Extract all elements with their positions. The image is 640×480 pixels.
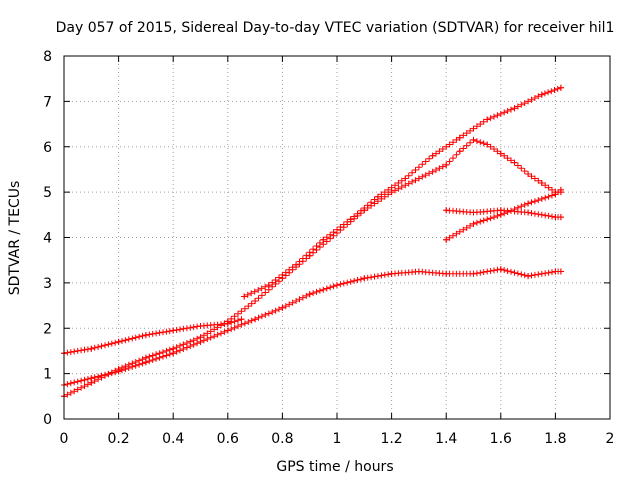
data-point xyxy=(525,273,532,280)
data-point xyxy=(429,152,436,159)
data-point xyxy=(443,161,450,168)
x-tick-label: 0.4 xyxy=(162,431,184,447)
data-point xyxy=(252,298,259,304)
data-point xyxy=(484,116,491,123)
data-point xyxy=(456,148,463,155)
data-point xyxy=(443,270,450,277)
x-tick-label: 0.6 xyxy=(217,431,239,447)
data-point xyxy=(142,359,149,366)
data-point xyxy=(241,293,248,300)
data-point xyxy=(470,220,477,227)
data-point xyxy=(115,368,122,375)
data-point xyxy=(142,332,149,339)
x-tick-label: 0 xyxy=(60,431,69,447)
data-point xyxy=(347,216,354,223)
data-point xyxy=(443,207,450,214)
series-track-f xyxy=(443,186,564,243)
data-point xyxy=(170,327,177,334)
y-tick-label: 0 xyxy=(43,412,52,428)
data-point xyxy=(525,200,532,207)
data-point xyxy=(525,171,532,177)
data-point xyxy=(115,338,122,345)
data-point xyxy=(497,150,504,157)
data-point xyxy=(265,282,272,289)
data-point xyxy=(552,191,559,198)
data-point xyxy=(557,214,564,221)
data-point xyxy=(238,316,245,323)
data-point xyxy=(552,214,559,221)
data-point xyxy=(224,320,231,327)
data-point xyxy=(402,175,409,182)
data-point xyxy=(456,134,463,141)
y-tick-label: 3 xyxy=(43,276,52,292)
x-tick-label: 1 xyxy=(333,431,342,447)
data-point xyxy=(538,91,545,98)
data-point xyxy=(497,266,504,273)
x-tick-label: 0.2 xyxy=(107,431,129,447)
data-point xyxy=(293,261,299,268)
x-tick-label: 2 xyxy=(606,431,615,447)
x-tick-label: 1.6 xyxy=(490,431,512,447)
series-markers xyxy=(241,84,564,300)
data-point xyxy=(557,84,564,91)
y-tick-label: 8 xyxy=(43,49,52,65)
data-point xyxy=(88,375,95,382)
data-point xyxy=(497,211,504,218)
data-point xyxy=(470,136,477,143)
data-point xyxy=(320,236,327,243)
data-points xyxy=(61,84,564,400)
data-point xyxy=(538,180,545,186)
data-point xyxy=(197,323,204,329)
x-tick-label: 1.4 xyxy=(435,431,457,447)
y-tick-label: 7 xyxy=(43,94,52,110)
y-tick-label: 2 xyxy=(43,321,52,337)
data-point xyxy=(511,159,518,166)
series-markers xyxy=(61,266,564,388)
data-point xyxy=(374,193,381,200)
y-axis-label: SDTVAR / TECUs xyxy=(7,181,23,296)
series-track-d xyxy=(241,84,564,300)
data-point xyxy=(557,186,564,193)
data-point xyxy=(511,105,518,112)
y-tick-label: 4 xyxy=(43,231,52,247)
x-tick-label: 0.8 xyxy=(271,431,293,447)
series-track-b xyxy=(61,266,564,388)
data-point xyxy=(224,327,231,334)
y-tick-label: 5 xyxy=(43,185,52,201)
y-tick-label: 1 xyxy=(43,367,52,383)
data-point xyxy=(334,282,340,289)
data-point xyxy=(470,209,477,216)
data-point xyxy=(279,304,286,311)
data-point xyxy=(88,345,95,352)
data-point xyxy=(252,316,259,323)
y-tick-label: 6 xyxy=(43,140,52,156)
data-point xyxy=(388,270,395,277)
chart-title: Day 057 of 2015, Sidereal Day-to-day VTE… xyxy=(56,20,615,36)
x-tick-label: 1.8 xyxy=(544,431,566,447)
data-point xyxy=(361,275,368,282)
data-point xyxy=(484,141,491,148)
data-point xyxy=(557,268,564,275)
series-track-a xyxy=(61,136,564,400)
x-tick-label: 1.2 xyxy=(380,431,402,447)
data-point xyxy=(470,270,477,277)
data-point xyxy=(443,236,450,243)
x-axis-label: GPS time / hours xyxy=(276,459,393,475)
data-point xyxy=(197,338,204,345)
data-point xyxy=(415,268,422,275)
data-point xyxy=(552,268,559,275)
data-point xyxy=(525,209,532,216)
ticks: 0 0.2 0.4 0.6 0.8 1 1.2 1.4 1.6 1.8 2 0 1 2 3 4 5 6 7 8 xyxy=(43,49,614,447)
data-point xyxy=(415,175,422,182)
series-markers xyxy=(61,136,564,400)
data-point xyxy=(306,291,313,298)
data-point xyxy=(170,350,177,357)
